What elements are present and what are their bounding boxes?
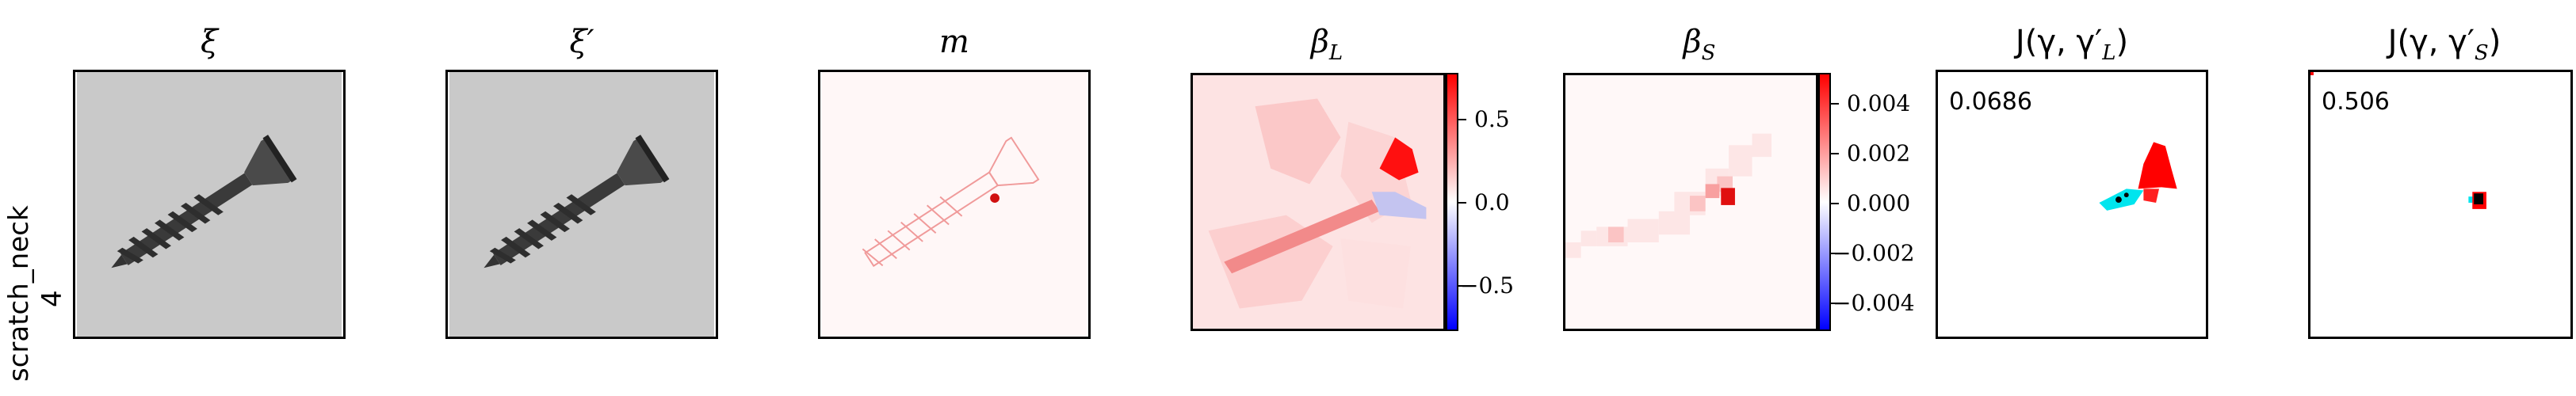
- mask-image-graphic: [822, 72, 1087, 337]
- colorbar-s-tickmark: [1831, 253, 1839, 254]
- title-end: ): [2488, 24, 2501, 60]
- panel-xi-prime: ξ′: [445, 0, 718, 348]
- colorbar-l-tickmark: [1458, 202, 1466, 204]
- colorbar-s: [1818, 73, 1831, 331]
- colorbar-s-tick: −0.002: [1833, 240, 1915, 266]
- panel-title: βS: [1563, 24, 1836, 65]
- colorbar-l-tick: 0.5: [1474, 106, 1510, 132]
- row-label: scratch_neck 4: [3, 95, 75, 382]
- j-s-map-graphic: [2310, 72, 2570, 337]
- panel-title: βL: [1191, 24, 1463, 65]
- colorbar-l-tickmark: [1458, 285, 1466, 287]
- colorbar-l-tick: 0.0: [1474, 189, 1510, 215]
- title-text: J(γ, γ′: [2015, 24, 2103, 60]
- colorbar-s-tickmark: [1831, 303, 1839, 304]
- screw-image-graphic: [77, 72, 342, 337]
- panel-j-s: J(γ, γ′S) 0.506: [2308, 0, 2576, 348]
- colorbar-s-tick: 0.002: [1847, 140, 1911, 166]
- title-end: ): [2115, 24, 2129, 60]
- title-main: β: [1683, 24, 1702, 60]
- row-label-line1: scratch_neck: [3, 205, 35, 382]
- colorbar-s-tickmark: [1831, 203, 1839, 204]
- colorbar-s-tick: 0.004: [1847, 90, 1911, 116]
- title-sub: L: [2102, 41, 2116, 65]
- panel-title: ξ′: [569, 24, 594, 60]
- row-label-line2: 4: [36, 290, 68, 307]
- panel-m: m: [818, 0, 1091, 348]
- iou-score: 0.506: [2322, 88, 2390, 116]
- beta-l-map-graphic: [1193, 75, 1443, 329]
- panel-j-l: J(γ, γ′L) 0.0686: [1936, 0, 2208, 348]
- panel-title: J(γ, γ′L): [1936, 24, 2208, 65]
- iou-score: 0.0686: [1949, 88, 2032, 116]
- panel-title: ξ: [200, 24, 219, 60]
- title-sub: S: [2474, 41, 2489, 65]
- reconstruction-image: [445, 70, 718, 339]
- panel-title: J(γ, γ′S): [2308, 24, 2576, 65]
- colorbar-l-tick: −0.5: [1460, 272, 1514, 299]
- j-l-map: 0.0686: [1936, 70, 2208, 339]
- title-main: β: [1310, 24, 1329, 60]
- beta-l-map: [1191, 73, 1446, 331]
- j-l-map-graphic: [1940, 72, 2204, 337]
- colorbar-s-tickmark: [1831, 103, 1839, 105]
- reconstruction-image-graphic: [449, 72, 714, 337]
- colorbar-l-tickmark: [1458, 119, 1466, 120]
- title-sub: L: [1328, 41, 1343, 65]
- colorbar-l: [1446, 73, 1458, 331]
- title-text: J(γ, γ′: [2387, 24, 2475, 60]
- title-sub: S: [1701, 41, 1716, 65]
- j-s-map: 0.506: [2308, 70, 2573, 339]
- panel-beta-l: βL 0.5 0.0 −0.5: [1191, 0, 1514, 348]
- beta-s-map: [1563, 73, 1818, 331]
- colorbar-s-tickmark: [1831, 153, 1839, 154]
- panel-beta-s: βS 0: [1563, 0, 1915, 348]
- screw-image: [73, 70, 346, 339]
- panel-xi: ξ: [73, 0, 346, 348]
- beta-s-map-graphic: [1565, 75, 1816, 329]
- colorbar-s-tick: 0.000: [1847, 190, 1911, 216]
- colorbar-s-tick: −0.004: [1833, 290, 1915, 316]
- panel-title: m: [939, 24, 969, 60]
- mask-image: [818, 70, 1091, 339]
